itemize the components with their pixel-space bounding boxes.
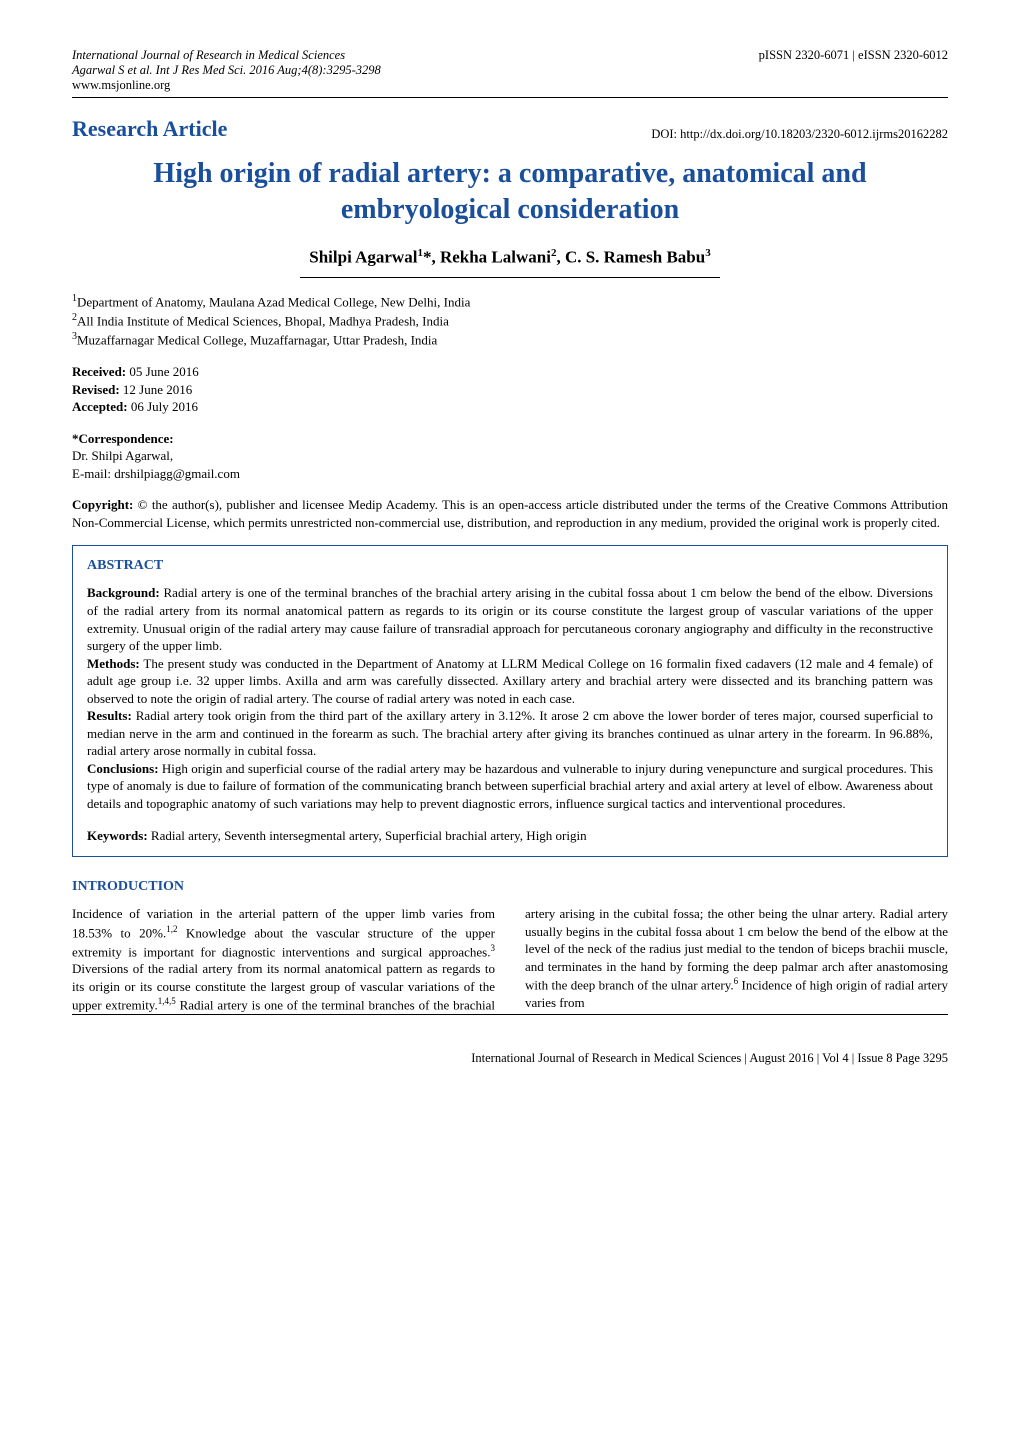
affiliations: 1Department of Anatomy, Maulana Azad Med… xyxy=(72,292,948,349)
abstract-heading: ABSTRACT xyxy=(87,558,933,574)
affiliation-2: 2All India Institute of Medical Sciences… xyxy=(72,311,948,330)
introduction-body: Incidence of variation in the arterial p… xyxy=(72,905,948,1014)
correspondence-name: Dr. Shilpi Agarwal, xyxy=(72,447,948,465)
revised-date: Revised: 12 June 2016 xyxy=(72,381,948,399)
article-type: Research Article xyxy=(72,116,227,142)
abstract-box: ABSTRACT Background: Radial artery is on… xyxy=(72,545,948,857)
journal-name: International Journal of Research in Med… xyxy=(72,48,381,63)
article-title: High origin of radial artery: a comparat… xyxy=(72,156,948,229)
accepted-date: Accepted: 06 July 2016 xyxy=(72,398,948,416)
copyright: Copyright: © the author(s), publisher an… xyxy=(72,496,948,531)
received-date: Received: 05 June 2016 xyxy=(72,363,948,381)
doi-row: Research Article DOI: http://dx.doi.org/… xyxy=(72,116,948,142)
abstract-keywords: Keywords: Radial artery, Seventh interse… xyxy=(87,827,933,845)
header-rule xyxy=(72,97,948,98)
abstract-background: Background: Radial artery is one of the … xyxy=(87,584,933,654)
correspondence: *Correspondence: Dr. Shilpi Agarwal, E-m… xyxy=(72,430,948,483)
correspondence-email: E-mail: drshilpiagg@gmail.com xyxy=(72,465,948,483)
issn: pISSN 2320-6071 | eISSN 2320-6012 xyxy=(759,48,948,63)
citation: Agarwal S et al. Int J Res Med Sci. 2016… xyxy=(72,63,381,78)
page-header: International Journal of Research in Med… xyxy=(72,48,948,93)
affiliation-1: 1Department of Anatomy, Maulana Azad Med… xyxy=(72,292,948,311)
abstract-results: Results: Radial artery took origin from … xyxy=(87,707,933,760)
authors: Shilpi Agarwal1*, Rekha Lalwani2, C. S. … xyxy=(72,247,948,268)
abstract-body: Background: Radial artery is one of the … xyxy=(87,584,933,844)
page-footer: International Journal of Research in Med… xyxy=(72,1051,948,1066)
affiliation-3: 3Muzaffarnagar Medical College, Muzaffar… xyxy=(72,330,948,349)
footer-rule xyxy=(72,1014,948,1015)
abstract-methods: Methods: The present study was conducted… xyxy=(87,655,933,708)
introduction-heading: INTRODUCTION xyxy=(72,879,948,895)
author-rule xyxy=(300,277,720,278)
website: www.msjonline.org xyxy=(72,78,381,93)
doi: DOI: http://dx.doi.org/10.18203/2320-601… xyxy=(651,127,948,142)
correspondence-label: *Correspondence: xyxy=(72,430,948,448)
abstract-conclusions: Conclusions: High origin and superficial… xyxy=(87,760,933,813)
journal-info: International Journal of Research in Med… xyxy=(72,48,381,93)
dates: Received: 05 June 2016 Revised: 12 June … xyxy=(72,363,948,416)
